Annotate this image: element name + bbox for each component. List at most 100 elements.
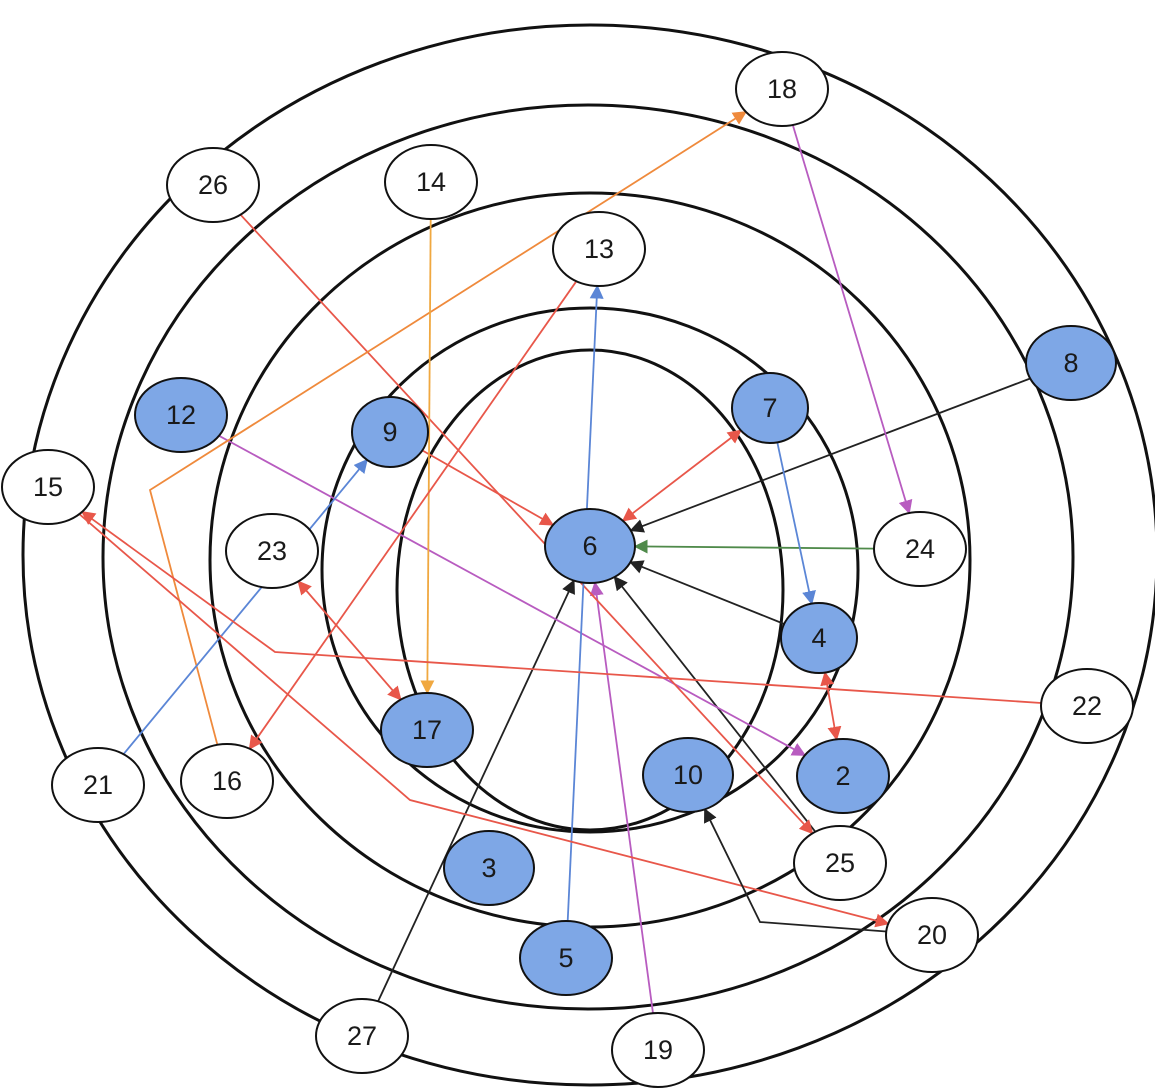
edge-22-to-15 <box>80 510 1042 704</box>
node-16: 16 <box>180 743 274 819</box>
node-shape <box>780 602 858 674</box>
node-shape <box>552 211 646 287</box>
edge-25-to-6 <box>613 575 817 833</box>
node-label: 16 <box>212 766 242 796</box>
edge-14-to-17 <box>420 218 435 695</box>
node-label: 18 <box>767 74 797 104</box>
node-26: 26 <box>166 147 260 223</box>
node-label: 7 <box>762 393 777 423</box>
edge-7-to-4 <box>776 442 816 606</box>
node-shape <box>51 747 145 823</box>
edge-18-to-24 <box>791 124 913 515</box>
node-10: 10 <box>642 737 734 813</box>
node-24: 24 <box>873 511 967 587</box>
node-label: 24 <box>905 534 935 564</box>
node-shape <box>735 51 829 127</box>
node-shape <box>885 897 979 973</box>
node-label: 17 <box>412 715 442 745</box>
node-shape <box>1040 668 1134 744</box>
edge-12-to-2 <box>218 435 807 756</box>
node-shape <box>1025 325 1117 401</box>
ring-4 <box>320 306 860 834</box>
node-label: 4 <box>811 623 826 653</box>
node-3: 3 <box>443 830 535 906</box>
node-shape <box>134 377 228 453</box>
node-22: 22 <box>1040 668 1134 744</box>
edge-8-to-6 <box>629 377 1031 533</box>
node-6: 6 <box>544 508 636 584</box>
node-shape <box>873 511 967 587</box>
node-shape <box>519 920 613 996</box>
edge-4-to-2 <box>820 671 842 741</box>
edge-5-to-13 <box>566 284 604 922</box>
edge-7-to-6 <box>621 429 742 522</box>
node-label: 10 <box>673 760 703 790</box>
node-shape <box>443 830 535 906</box>
node-18: 18 <box>735 51 829 127</box>
node-12: 12 <box>134 377 228 453</box>
node-9: 9 <box>351 396 429 468</box>
node-label: 13 <box>584 234 614 264</box>
node-label: 12 <box>166 400 196 430</box>
node-shape <box>731 372 809 444</box>
node-label: 15 <box>33 472 63 502</box>
node-shape <box>1 449 95 525</box>
node-15: 15 <box>1 449 95 525</box>
node-label: 27 <box>347 1021 377 1051</box>
node-shape <box>384 144 478 220</box>
node-label: 21 <box>83 770 113 800</box>
ring-2 <box>101 103 1075 1011</box>
node-2: 2 <box>796 738 890 814</box>
node-20: 20 <box>885 897 979 973</box>
node-label: 6 <box>582 531 597 561</box>
node-4: 4 <box>780 602 858 674</box>
node-shape <box>180 743 274 819</box>
edge-26-to-25 <box>239 214 814 835</box>
node-23: 23 <box>225 513 319 589</box>
edge-23-to-17 <box>297 580 402 701</box>
edges-layer <box>78 111 1042 1014</box>
node-shape <box>380 692 474 768</box>
node-shape <box>642 737 734 813</box>
edge-19-to-6 <box>589 581 654 1014</box>
edge-4-to-6 <box>629 560 785 625</box>
edge-16-to-18 <box>148 111 748 746</box>
node-25: 25 <box>793 825 887 901</box>
node-shape <box>225 513 319 589</box>
node-label: 22 <box>1072 691 1102 721</box>
node-label: 5 <box>558 943 573 973</box>
edge-27-to-6 <box>377 579 575 1002</box>
node-shape <box>351 396 429 468</box>
edge-9-to-6 <box>421 449 555 526</box>
node-19: 19 <box>611 1012 705 1088</box>
node-label: 25 <box>825 848 855 878</box>
node-label: 26 <box>198 170 228 200</box>
node-17: 17 <box>380 692 474 768</box>
node-label: 20 <box>917 920 947 950</box>
node-shape <box>611 1012 705 1088</box>
ring-1 <box>21 23 1155 1087</box>
node-label: 9 <box>382 417 397 447</box>
node-shape <box>544 508 636 584</box>
node-shape <box>793 825 887 901</box>
edge-24-to-6 <box>633 539 875 554</box>
node-21: 21 <box>51 747 145 823</box>
node-27: 27 <box>315 998 409 1074</box>
node-7: 7 <box>731 372 809 444</box>
edge-21-to-9 <box>122 458 368 755</box>
edge-15-to-20 <box>78 513 890 928</box>
node-label: 2 <box>835 761 850 791</box>
node-shape <box>796 738 890 814</box>
node-shape <box>166 147 260 223</box>
edge-20-to-10 <box>703 808 887 933</box>
node-5: 5 <box>519 920 613 996</box>
node-13: 13 <box>552 211 646 287</box>
node-label: 3 <box>481 853 496 883</box>
node-shape <box>315 998 409 1074</box>
node-label: 19 <box>643 1035 673 1065</box>
node-label: 14 <box>416 167 446 197</box>
node-label: 23 <box>257 536 287 566</box>
node-label: 8 <box>1063 348 1078 378</box>
